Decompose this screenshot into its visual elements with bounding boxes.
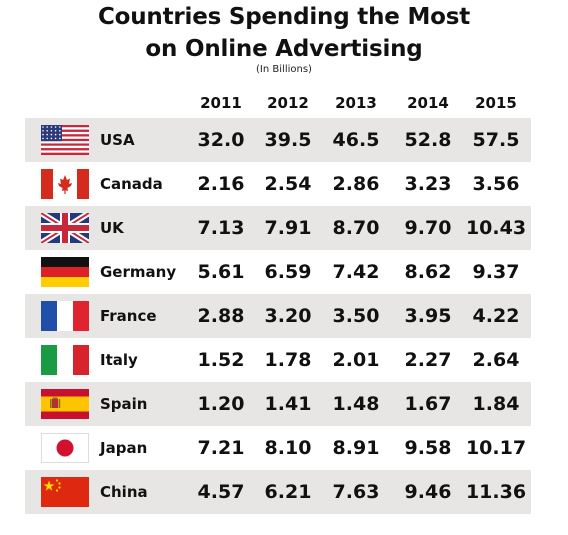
value-cell: 7.21 (197, 437, 245, 459)
value-cell: 6.59 (264, 261, 312, 283)
value-cell: 10.43 (465, 217, 527, 239)
value-cell: 2.27 (404, 349, 452, 371)
value-cell: 52.8 (404, 129, 452, 151)
value-cell: 3.56 (472, 173, 520, 195)
value-cell: 2.64 (472, 349, 520, 371)
country-label: Spain (100, 395, 148, 413)
table-row: USA 32.0 39.5 46.5 52.8 57.5 (25, 118, 531, 162)
value-cell: 7.13 (197, 217, 245, 239)
country-label: Canada (100, 175, 163, 193)
year-header: 2014 (407, 94, 449, 112)
year-header: 2015 (475, 94, 517, 112)
value-cell: 46.5 (332, 129, 380, 151)
value-cell: 7.91 (264, 217, 312, 239)
germany-flag-icon (41, 257, 89, 287)
country-label: Germany (100, 263, 177, 281)
value-cell: 8.10 (264, 437, 312, 459)
value-cell: 8.91 (332, 437, 380, 459)
value-cell: 3.50 (332, 305, 380, 327)
table-row: Canada 2.16 2.54 2.86 3.23 3.56 (25, 162, 531, 206)
value-cell: 1.20 (197, 393, 245, 415)
value-cell: 3.95 (404, 305, 452, 327)
value-cell: 5.61 (197, 261, 245, 283)
japan-flag-icon (41, 433, 89, 463)
value-cell: 2.01 (332, 349, 380, 371)
uk-flag-icon (39, 210, 91, 246)
value-cell: 2.88 (197, 305, 245, 327)
value-cell: 1.78 (264, 349, 312, 371)
china-flag-icon (41, 477, 89, 507)
value-cell: 10.17 (465, 437, 527, 459)
table-row: Italy 1.52 1.78 2.01 2.27 2.64 (25, 338, 531, 382)
value-cell: 4.57 (197, 481, 245, 503)
value-cell: 7.63 (332, 481, 380, 503)
table-row: UK 7.13 7.91 8.70 9.70 10.43 (25, 206, 531, 250)
value-cell: 1.41 (264, 393, 312, 415)
value-cell: 2.16 (197, 173, 245, 195)
value-cell: 4.22 (472, 305, 520, 327)
value-cell: 2.86 (332, 173, 380, 195)
france-flag-icon (41, 301, 89, 331)
value-cell: 9.37 (472, 261, 520, 283)
value-cell: 3.23 (404, 173, 452, 195)
page-title: Countries Spending the Most (97, 4, 471, 30)
value-cell: 1.52 (197, 349, 245, 371)
country-label: Italy (100, 351, 138, 369)
year-header: 2012 (267, 94, 309, 112)
table-row: China 4.57 6.21 7.63 9.46 11.36 (25, 470, 531, 514)
value-cell: 9.58 (404, 437, 452, 459)
value-cell: 8.70 (332, 217, 380, 239)
table-row: France 2.88 3.20 3.50 3.95 4.22 (25, 294, 531, 338)
spain-flag-icon (41, 389, 89, 419)
table-row: Germany 5.61 6.59 7.42 8.62 9.37 (25, 250, 531, 294)
country-label: China (100, 483, 148, 501)
year-header-row: 2011 2012 2013 2014 2015 (0, 94, 568, 118)
page-title-line-2: on Online Advertising (145, 36, 423, 62)
country-label: USA (100, 131, 135, 149)
value-cell: 57.5 (472, 129, 520, 151)
value-cell: 3.20 (264, 305, 312, 327)
year-header: 2013 (335, 94, 377, 112)
value-cell: 32.0 (197, 129, 245, 151)
usa-flag-icon (41, 125, 89, 156)
table-row: Japan 7.21 8.10 8.91 9.58 10.17 (25, 426, 531, 470)
country-label: Japan (100, 439, 148, 457)
value-cell: 39.5 (264, 129, 312, 151)
value-cell: 7.42 (332, 261, 380, 283)
country-label: France (100, 307, 157, 325)
value-cell: 2.54 (264, 173, 312, 195)
canada-flag-icon (41, 169, 89, 199)
value-cell: 9.46 (404, 481, 452, 503)
value-cell: 8.62 (404, 261, 452, 283)
italy-flag-icon (41, 345, 89, 375)
value-cell: 6.21 (264, 481, 312, 503)
value-cell: 1.84 (472, 393, 520, 415)
spending-table: USA 32.0 39.5 46.5 52.8 57.5 Canada 2.16 2.54 2.… (25, 118, 531, 514)
value-cell: 1.67 (404, 393, 452, 415)
country-label: UK (100, 219, 124, 237)
value-cell: 11.36 (465, 481, 527, 503)
table-row: Spain 1.20 1.41 1.48 1.67 1.84 (25, 382, 531, 426)
subtitle: (In Billions) (256, 64, 312, 75)
value-cell: 1.48 (332, 393, 380, 415)
year-header: 2011 (200, 94, 242, 112)
value-cell: 9.70 (404, 217, 452, 239)
